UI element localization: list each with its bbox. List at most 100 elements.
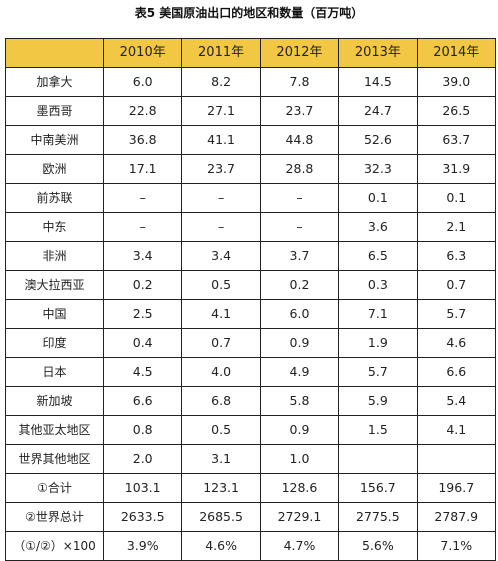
value-cell: 2729.1: [259, 502, 340, 532]
header-corner-cell: [5, 38, 104, 68]
value-cell: 36.8: [102, 125, 183, 155]
value-cell: 3.6: [338, 212, 418, 242]
region-cell: 澳大拉西亚: [5, 270, 104, 300]
value-cell: –: [102, 212, 183, 242]
value-cell: 5.7: [416, 299, 496, 329]
value-cell: 39.0: [416, 67, 496, 97]
value-cell: 6.8: [181, 386, 261, 416]
value-cell: 4.7%: [259, 531, 340, 561]
region-cell: 中东: [5, 212, 104, 242]
table-row: 其他亚太地区 0.8 0.5 0.9 1.5 4.1: [5, 415, 496, 445]
value-cell: 2.0: [102, 444, 183, 474]
value-cell: 3.7: [259, 241, 340, 271]
value-cell: 5.4: [416, 386, 496, 416]
value-cell: 0.9: [259, 415, 340, 445]
value-cell: 24.7: [338, 96, 418, 126]
value-cell: 4.1: [416, 415, 496, 445]
region-cell: 印度: [5, 328, 104, 358]
value-cell: 7.8: [259, 67, 340, 97]
region-cell: 中国: [5, 299, 104, 329]
value-cell: 32.3: [338, 154, 418, 184]
value-cell: –: [102, 183, 183, 213]
table-row: 加拿大 6.0 8.2 7.8 14.5 39.0: [5, 67, 496, 97]
table-row: 墨西哥 22.8 27.1 23.7 24.7 26.5: [5, 96, 496, 126]
value-cell: 3.4: [102, 241, 183, 271]
value-cell: 2787.9: [416, 502, 496, 532]
value-cell: 0.9: [259, 328, 340, 358]
region-cell: （①/②）×100: [5, 531, 104, 561]
value-cell: 0.4: [102, 328, 183, 358]
region-cell: ①合计: [5, 473, 104, 503]
value-cell: 4.6: [416, 328, 496, 358]
region-cell: 中南美洲: [5, 125, 104, 155]
value-cell: 31.9: [416, 154, 496, 184]
value-cell: 0.2: [259, 270, 340, 300]
header-year-2014: 2014年: [416, 38, 496, 68]
value-cell: 3.1: [181, 444, 261, 474]
value-cell: 196.7: [416, 473, 496, 503]
region-cell: ②世界总计: [5, 502, 104, 532]
table-row: 前苏联 – – –0.1 0.1: [5, 183, 496, 213]
value-cell: 52.6: [338, 125, 418, 155]
value-cell: 2.1: [416, 212, 496, 242]
header-year-2013: 2013年: [338, 38, 418, 68]
table-row: 欧洲 17.1 23.7 28.8 32.3 31.9: [5, 154, 496, 184]
table-row: 印度 0.4 0.7 0.9 1.9 4.6: [5, 328, 496, 358]
value-cell: 2.5: [102, 299, 183, 329]
value-cell: 0.5: [181, 270, 261, 300]
value-cell: 63.7: [416, 125, 496, 155]
table-row: ①合计 103.1 123.1 128.6 156.7 196.7: [5, 473, 496, 503]
region-cell: 非洲: [5, 241, 104, 271]
value-cell: 5.9: [338, 386, 418, 416]
value-cell: 0.2: [102, 270, 183, 300]
value-cell: 3.9%: [102, 531, 183, 561]
value-cell: 5.7: [338, 357, 418, 387]
value-cell: 6.0: [259, 299, 340, 329]
table-row: 日本 4.5 4.0 4.9 5.7 6.6: [5, 357, 496, 387]
value-cell: 26.5: [416, 96, 496, 126]
value-cell: [416, 444, 496, 474]
table-row: 非洲 3.4 3.4 3.7 6.5 6.3: [5, 241, 496, 271]
value-cell: 0.7: [181, 328, 261, 358]
value-cell: 23.7: [181, 154, 261, 184]
table-row: （①/②）×100 3.9% 4.6% 4.7% 5.6% 7.1%: [5, 531, 496, 561]
value-cell: 2685.5: [181, 502, 261, 532]
export-table: 2010年 2011年 2012年 2013年 2014年 加拿大 6.0 8.2 7…: [5, 38, 496, 561]
value-cell: 6.5: [338, 241, 418, 271]
value-cell: 0.1: [416, 183, 496, 213]
value-cell: 0.7: [416, 270, 496, 300]
region-cell: 新加坡: [5, 386, 104, 416]
region-cell: 欧洲: [5, 154, 104, 184]
value-cell: 4.5: [102, 357, 183, 387]
region-cell: 前苏联: [5, 183, 104, 213]
value-cell: 6.3: [416, 241, 496, 271]
value-cell: 8.2: [181, 67, 261, 97]
value-cell: 0.3: [338, 270, 418, 300]
value-cell: 5.6%: [338, 531, 418, 561]
value-cell: 4.6%: [181, 531, 261, 561]
region-cell: 日本: [5, 357, 104, 387]
value-cell: –: [181, 212, 261, 242]
header-year-2010: 2010年: [102, 38, 183, 68]
value-cell: –: [181, 183, 261, 213]
table-row: 新加坡 6.6 6.8 5.8 5.9 5.4: [5, 386, 496, 416]
value-cell: 17.1: [102, 154, 183, 184]
table-body: 加拿大 6.0 8.2 7.8 14.5 39.0 墨西哥 22.8 27.1 23.7 24.7 2…: [5, 67, 496, 561]
header-year-2012: 2012年: [259, 38, 340, 68]
region-cell: 加拿大: [5, 67, 104, 97]
region-cell: 墨西哥: [5, 96, 104, 126]
value-cell: 7.1: [338, 299, 418, 329]
value-cell: 156.7: [338, 473, 418, 503]
value-cell: 2775.5: [338, 502, 418, 532]
value-cell: 4.1: [181, 299, 261, 329]
table-row: 中南美洲 36.8 41.1 44.8 52.6 63.7: [5, 125, 496, 155]
table-row: ②世界总计 2633.5 2685.5 2729.1 2775.5 2787.9: [5, 502, 496, 532]
value-cell: 23.7: [259, 96, 340, 126]
header-row: 2010年 2011年 2012年 2013年 2014年: [5, 38, 496, 68]
value-cell: 44.8: [259, 125, 340, 155]
value-cell: 0.5: [181, 415, 261, 445]
value-cell: 5.8: [259, 386, 340, 416]
header-year-2011: 2011年: [181, 38, 261, 68]
value-cell: 4.9: [259, 357, 340, 387]
region-cell: 世界其他地区: [5, 444, 104, 474]
